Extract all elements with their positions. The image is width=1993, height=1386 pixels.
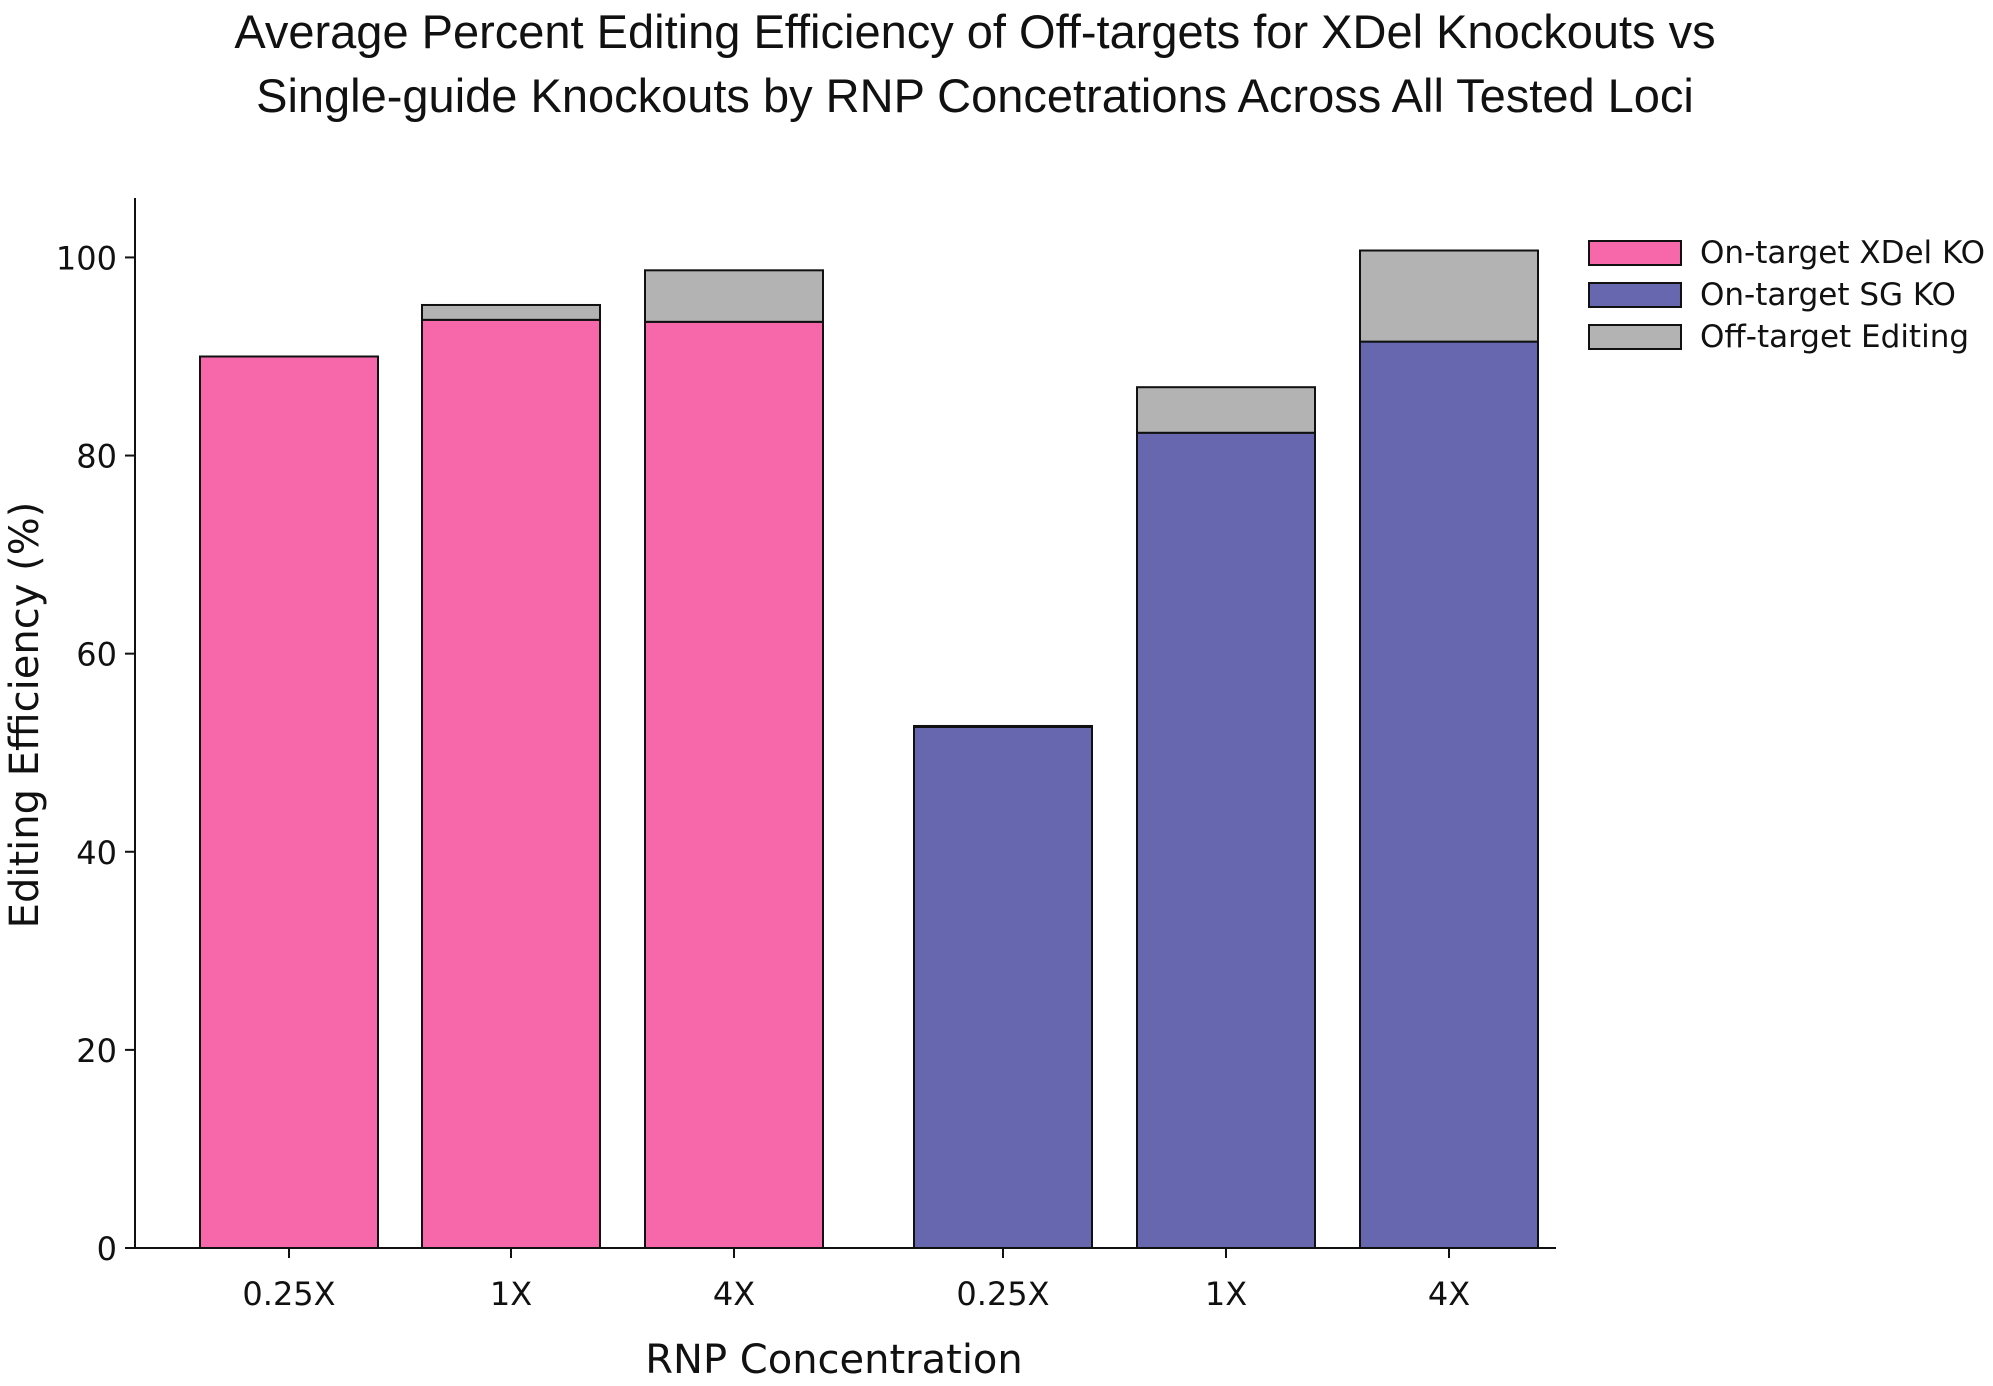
bar-segment-on-target-xdel-ko-0 — [199, 355, 379, 1250]
bar-segment-on-target-sg-ko-5 — [1359, 340, 1539, 1249]
bar-segment-on-target-sg-ko-4 — [1136, 431, 1316, 1249]
bar-segment-off-target-editing-4 — [1136, 386, 1316, 434]
y-tick-label: 0 — [97, 1230, 117, 1268]
y-tick-label: 60 — [76, 636, 117, 674]
x-tick-label: 0.25X — [956, 1275, 1049, 1313]
x-tick-label: 4X — [1428, 1275, 1470, 1313]
chart-title-line-1: Average Percent Editing Efficiency of Of… — [234, 5, 1716, 58]
legend-label: On-target SG KO — [1700, 277, 1956, 313]
bar-segment-on-target-sg-ko-3 — [913, 725, 1093, 1249]
legend-label: On-target XDel KO — [1700, 235, 1985, 271]
chart-title-line-2: Single-guide Knockouts by RNP Concetrati… — [256, 69, 1694, 122]
bar-segment-off-target-editing-5 — [1359, 249, 1539, 343]
bar-segment-off-target-editing-3 — [913, 724, 1093, 728]
bars-layer — [199, 249, 1539, 1250]
legend-label: Off-target Editing — [1700, 319, 1969, 355]
x-tick-label: 0.25X — [242, 1275, 335, 1313]
x-tick-label: 4X — [713, 1275, 755, 1313]
legend-swatch — [1588, 282, 1682, 308]
y-axis-label: Editing Efficiency (%) — [2, 502, 48, 929]
legend-swatch — [1588, 240, 1682, 266]
x-tick-label: 1X — [1205, 1275, 1247, 1313]
bar-segment-off-target-editing-1 — [421, 303, 601, 321]
legend-swatch — [1588, 324, 1682, 350]
x-ticks-layer: 0.25X 1X 4X 0.25X 1X 4X — [242, 1248, 1470, 1313]
x-tick-label: 1X — [490, 1275, 532, 1313]
y-tick-label: 20 — [76, 1032, 117, 1070]
y-ticks-layer: 0 20 40 60 80 100 — [56, 239, 135, 1268]
y-tick-label: 40 — [76, 834, 117, 872]
legend: On-target XDel KO On-target SG KO Off-targ… — [1588, 235, 1985, 355]
y-tick-label: 80 — [76, 438, 117, 476]
y-tick-label: 100 — [56, 239, 117, 277]
bar-segment-off-target-editing-2 — [644, 269, 824, 323]
bar-segment-on-target-xdel-ko-2 — [644, 320, 824, 1249]
x-axis-label: RNP Concentration — [645, 1337, 1023, 1383]
bar-segment-on-target-xdel-ko-1 — [421, 318, 601, 1250]
